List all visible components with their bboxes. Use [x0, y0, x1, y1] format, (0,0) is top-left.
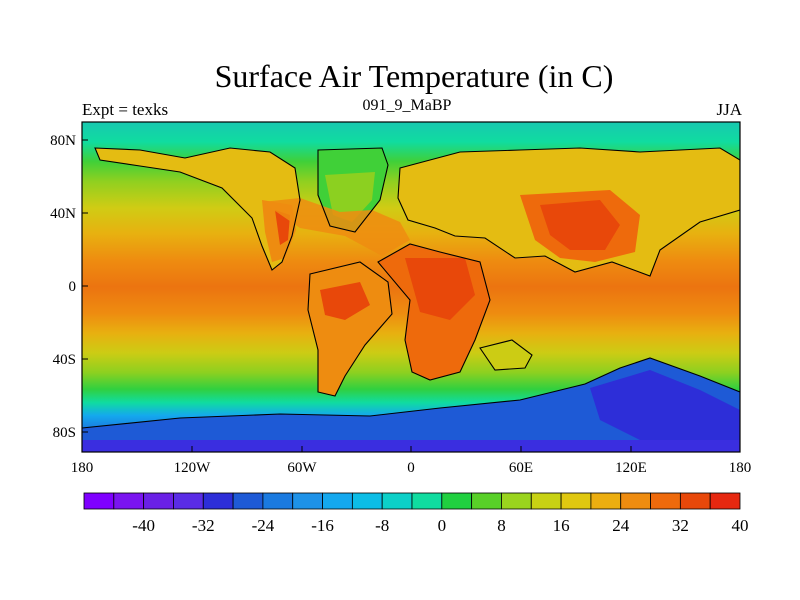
- x-tick-label: 180: [71, 460, 94, 476]
- colorbar-swatch: [83, 492, 115, 510]
- colorbar-label: -40: [132, 516, 155, 535]
- colorbar-swatch: [322, 492, 353, 510]
- y-axis: [82, 139, 88, 433]
- colorbar-swatch: [530, 492, 562, 510]
- colorbar-swatch: [173, 492, 204, 510]
- colorbar-swatch: [441, 492, 473, 510]
- colorbar-label: 8: [497, 516, 506, 535]
- coastlines: [82, 147, 740, 429]
- colorbar-swatch: [262, 492, 294, 510]
- season-label: JJA: [716, 100, 742, 119]
- y-tick-label: 40N: [50, 206, 76, 222]
- colorbar-swatch: [292, 492, 323, 510]
- colorbar-label: 32: [672, 516, 689, 535]
- colorbar-swatch: [411, 492, 443, 510]
- colorbar-label: -32: [192, 516, 215, 535]
- australia: [480, 340, 532, 370]
- y-tick-label: 80S: [53, 425, 76, 441]
- x-tick-label: 120E: [615, 460, 647, 476]
- colorbar-swatch: [650, 492, 681, 510]
- y-tick-label: 0: [69, 279, 77, 295]
- x-axis: [81, 446, 741, 452]
- y-tick-label: 80N: [50, 133, 76, 149]
- experiment-label: Expt = texks: [82, 100, 169, 119]
- x-tick-label: 180: [729, 460, 752, 476]
- plot-title: Surface Air Temperature (in C): [214, 58, 614, 94]
- colorbar-swatch: [620, 492, 651, 510]
- antarctica: [82, 358, 740, 452]
- colorbar-label: 0: [438, 516, 447, 535]
- colorbar-swatch: [232, 492, 264, 510]
- colorbar-swatch: [590, 492, 622, 510]
- time-label: 091_9_MaBP: [362, 97, 452, 114]
- x-tick-label: 120W: [174, 460, 212, 476]
- colorbar-swatch: [679, 492, 711, 510]
- north-america: [95, 148, 300, 270]
- x-tick-label: 60E: [509, 460, 533, 476]
- colorbar-swatch: [381, 492, 413, 510]
- colorbar: -40 -32 -24 -16 -8 0 8 16 24 32 40: [83, 492, 749, 535]
- temperature-field: [82, 122, 740, 452]
- colorbar-swatch: [351, 492, 383, 510]
- colorbar-swatch: [709, 492, 741, 510]
- colorbar-label: -24: [252, 516, 275, 535]
- colorbar-label: 40: [732, 516, 749, 535]
- colorbar-swatch: [501, 492, 532, 510]
- x-tick-label: 60W: [287, 460, 317, 476]
- colorbar-label: 16: [553, 516, 570, 535]
- colorbar-swatch: [113, 492, 145, 510]
- colorbar-label: 24: [612, 516, 630, 535]
- colorbar-swatch: [471, 492, 502, 510]
- colorbar-swatch: [560, 492, 592, 510]
- colorbar-label: -8: [375, 516, 389, 535]
- x-tick-label: 0: [407, 460, 415, 476]
- colorbar-label: -16: [311, 516, 334, 535]
- colorbar-swatch: [202, 492, 234, 510]
- y-tick-label: 40S: [53, 352, 76, 368]
- colorbar-swatch: [143, 492, 174, 510]
